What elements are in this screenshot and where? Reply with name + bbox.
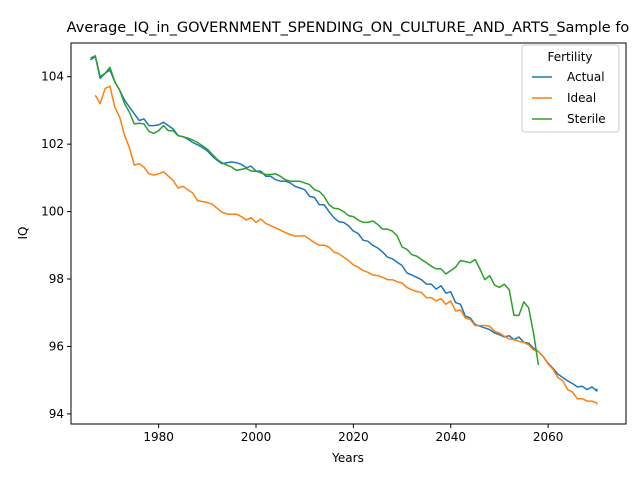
y-axis: 94 96 98 100 102 104 [41, 70, 71, 421]
legend-title: Fertility [547, 50, 592, 64]
plot-area [70, 42, 627, 425]
x-axis: 1980 2000 2020 2040 2060 [143, 424, 563, 444]
y-tick-label: 104 [41, 70, 64, 84]
x-tick-label: 2040 [435, 430, 466, 444]
y-tick-label: 100 [41, 205, 64, 219]
x-tick-label: 2020 [338, 430, 369, 444]
legend-label-ideal: Ideal [567, 91, 596, 105]
series-lines [90, 55, 598, 405]
y-tick-label: 96 [49, 339, 64, 353]
legend-box [521, 44, 620, 133]
y-tick-label: 98 [49, 272, 64, 286]
x-axis-label: Years [331, 451, 364, 465]
series-line-ideal [94, 85, 598, 405]
legend-item-sterile: Sterile [532, 112, 606, 126]
x-tick-label: 2000 [241, 430, 272, 444]
legend: Fertility Actual Ideal Sterile [521, 44, 620, 133]
legend-item-actual: Actual [532, 70, 605, 84]
legend-label-actual: Actual [567, 70, 605, 84]
legend-item-ideal: Ideal [532, 91, 596, 105]
y-tick-label: 102 [41, 137, 64, 151]
series-line-sterile [90, 55, 540, 366]
x-tick-label: 1980 [143, 430, 174, 444]
y-axis-label: IQ [16, 227, 30, 240]
x-tick-label: 2060 [533, 430, 564, 444]
chart-title: Average_IQ_in_GOVERNMENT_SPENDING_ON_CUL… [67, 20, 630, 36]
legend-label-sterile: Sterile [567, 112, 606, 126]
y-tick-label: 94 [49, 407, 64, 421]
